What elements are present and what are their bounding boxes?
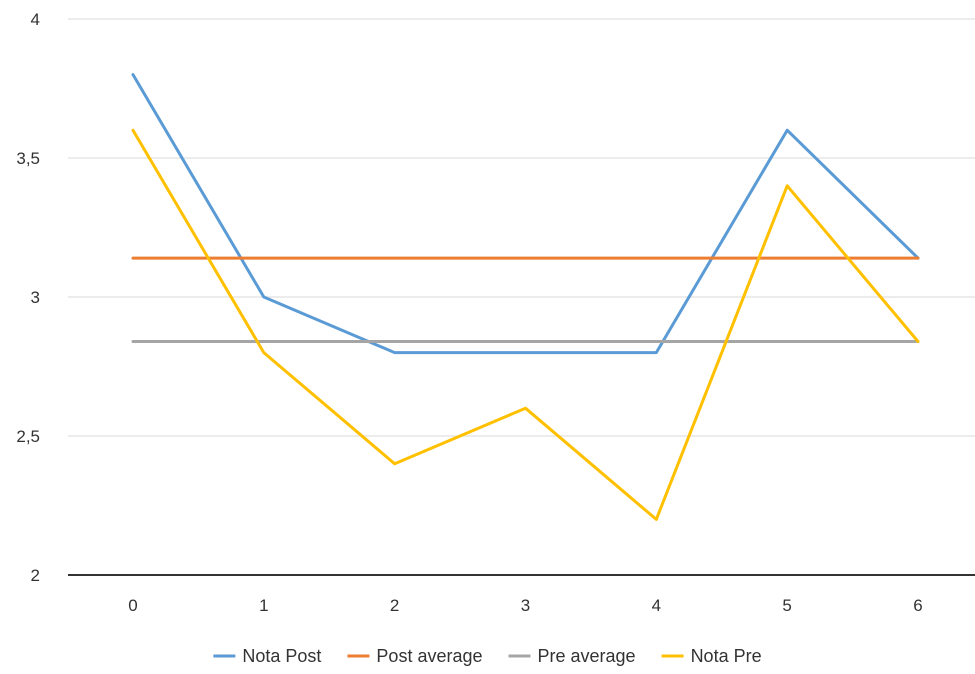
x-tick-label: 6 xyxy=(913,596,922,615)
series-line-nota-post xyxy=(131,73,920,355)
legend-label: Nota Pre xyxy=(691,646,762,666)
legend-label: Nota Post xyxy=(242,646,321,666)
legend-label: Post average xyxy=(376,646,482,666)
x-tick-label: 1 xyxy=(259,596,268,615)
legend: Nota Post Post average Pre average Nota Pre xyxy=(213,646,762,666)
y-tick-label: 3,5 xyxy=(16,149,40,168)
x-tick-label: 4 xyxy=(652,596,661,615)
legend-item-nota-pre[interactable]: Nota Pre xyxy=(661,646,762,666)
gridlines xyxy=(68,18,975,437)
y-tick-label: 2 xyxy=(31,566,40,585)
series-line-nota-pre xyxy=(131,128,920,521)
x-tick-label: 0 xyxy=(128,596,137,615)
y-tick-label: 3 xyxy=(31,288,40,307)
y-tick-label: 2,5 xyxy=(16,427,40,446)
x-tick-label: 5 xyxy=(782,596,791,615)
legend-item-post-average[interactable]: Post average xyxy=(347,646,483,666)
legend-label: Pre average xyxy=(538,646,636,666)
y-tick-label: 4 xyxy=(31,10,40,29)
axes: 2 2,5 3 3,5 4 0 1 2 3 4 5 6 xyxy=(16,10,975,615)
x-tick-label: 3 xyxy=(521,596,530,615)
x-tick-label: 2 xyxy=(390,596,399,615)
legend-item-pre-average[interactable]: Pre average xyxy=(508,646,636,666)
legend-item-nota-post[interactable]: Nota Post xyxy=(213,646,321,666)
series-lines xyxy=(131,73,920,521)
